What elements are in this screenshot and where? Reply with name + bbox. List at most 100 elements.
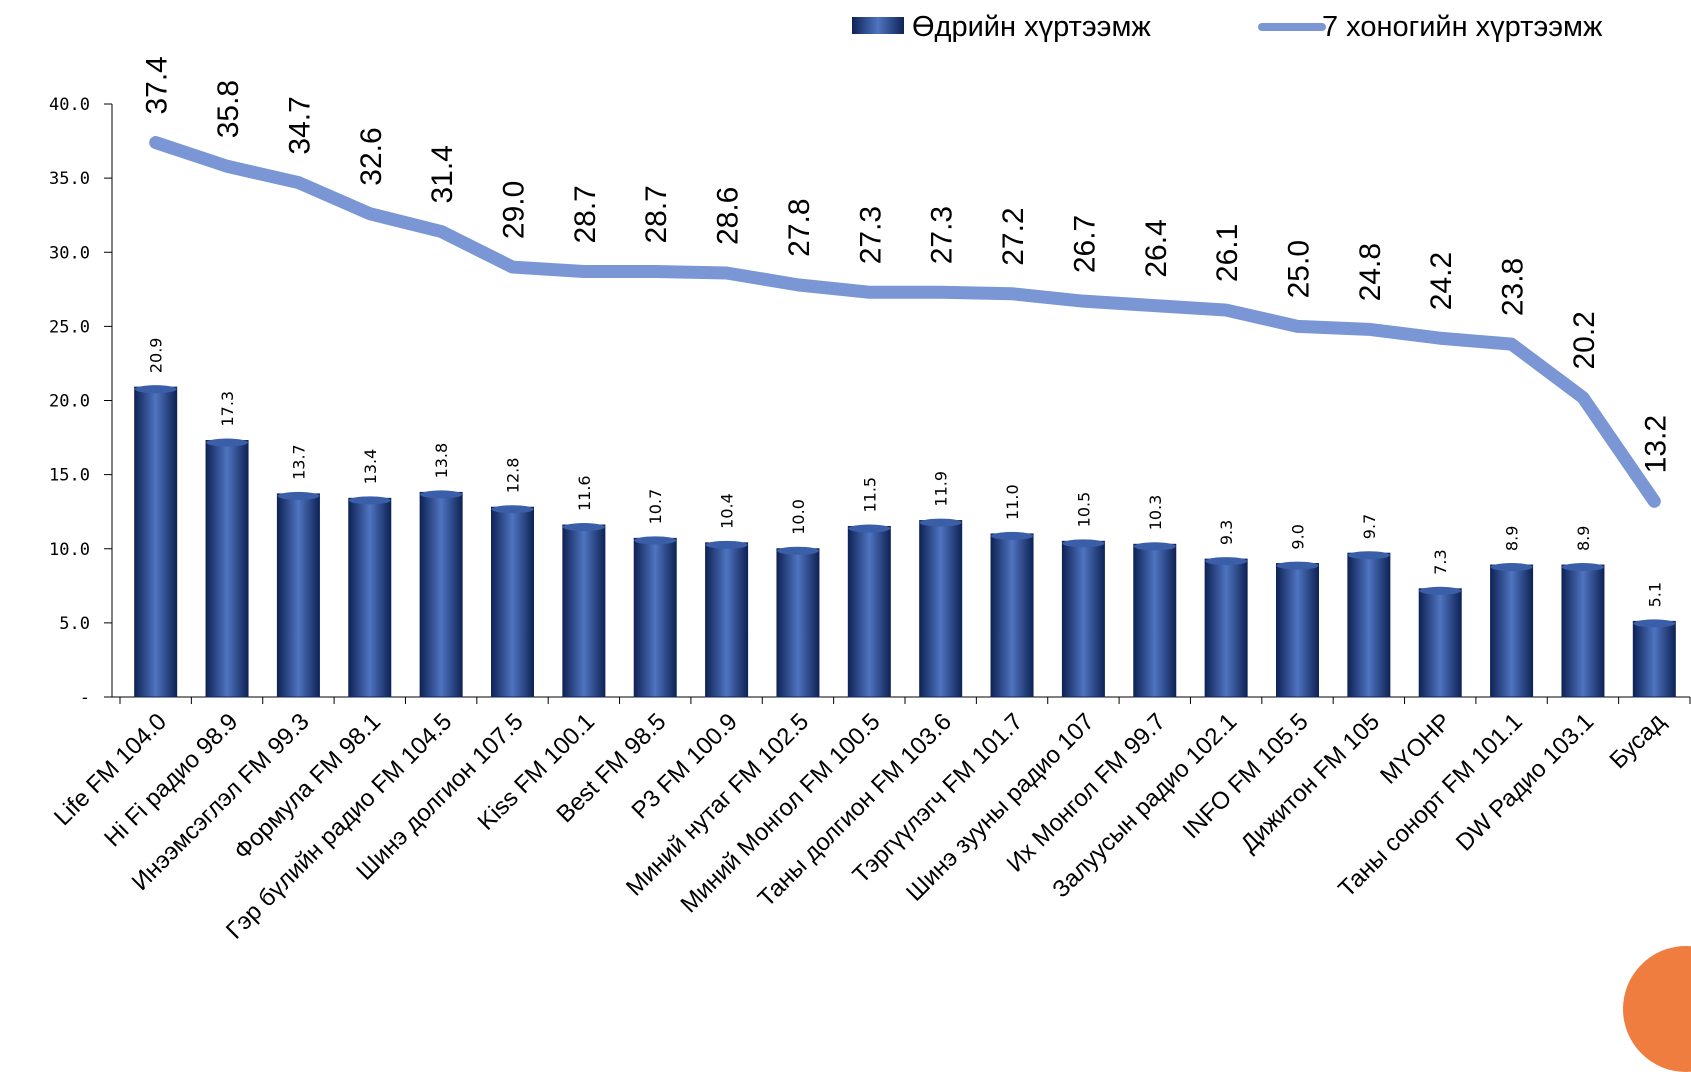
bar-data-label: 11.6 [575, 475, 594, 511]
bar [419, 491, 463, 698]
bar-cap [705, 540, 748, 549]
bar-data-labels: 20.9 17.3 13.7 13.4 13.8 12.8 11.6 10.7 10.4 10.0… [147, 338, 1665, 608]
bar-data-label: 7.3 [1431, 549, 1450, 574]
bar [776, 548, 820, 698]
bar-cap [1419, 586, 1462, 595]
bar-cap [1561, 563, 1604, 572]
bar-data-label: 9.0 [1289, 524, 1308, 549]
y-tick-label: 5.0 [59, 614, 90, 634]
bar-cap [776, 546, 819, 555]
bar-cap [1490, 563, 1533, 572]
bar-data-label: 13.4 [361, 449, 380, 485]
line-data-label: 23.8 [1497, 258, 1530, 316]
bar [276, 493, 320, 698]
legend: Өдрийн хүртээмж 7 хоногийн хүртээмж [852, 11, 1603, 43]
line-path [149, 136, 1661, 508]
bar-data-label: 11.0 [1003, 484, 1022, 520]
bar [205, 440, 249, 698]
line-data-label: 13.2 [1639, 415, 1672, 473]
line-data-label: 32.6 [355, 127, 388, 185]
category-label: DW Радио 103.1 [1451, 708, 1599, 856]
category-label: Бусад [1605, 708, 1671, 774]
bar-data-label: 12.8 [504, 458, 523, 494]
bar-cap [134, 385, 177, 394]
line-data-label: 29.0 [498, 181, 531, 239]
bar [1276, 563, 1319, 698]
bar-cap [1347, 551, 1390, 560]
bar-cap [848, 524, 891, 533]
y-tick-label: 20.0 [49, 392, 90, 412]
line-data-label: 26.1 [1211, 224, 1244, 282]
line-data-label: 28.7 [569, 185, 602, 243]
line-data-label: 27.8 [783, 198, 816, 256]
bar-cap [420, 490, 463, 499]
y-tick-label: 25.0 [49, 317, 90, 337]
bar [1061, 540, 1105, 698]
line-data-label: 24.8 [1354, 243, 1387, 301]
bar-cap [206, 438, 249, 447]
legend-bar-swatch [852, 17, 904, 34]
bar [990, 533, 1034, 698]
bar-data-label: 11.5 [860, 477, 879, 513]
legend-bar-label: Өдрийн хүртээмж [912, 11, 1151, 43]
category-labels: Life FM 104.0Hi Fi радио 98.9Инээмсэглэл… [49, 708, 1670, 944]
bar [1490, 564, 1534, 698]
bar-data-label: 8.9 [1503, 526, 1522, 551]
bar-cap [348, 496, 391, 505]
bar-data-label: 11.9 [932, 471, 951, 507]
bar-series [134, 385, 1676, 698]
line-data-label: 35.8 [212, 80, 245, 138]
line-data-label: 27.3 [854, 206, 887, 264]
bar [847, 526, 891, 698]
y-tick-label: - [80, 688, 90, 708]
bar [1418, 588, 1462, 698]
category-label: INFO FM 105.5 [1178, 708, 1314, 844]
bar-cap [1133, 542, 1176, 551]
line-data-labels: 37.4 35.8 34.7 32.6 31.4 29.0 28.7 28.7 28.6 27.8… [141, 56, 1673, 473]
bar [1133, 543, 1177, 698]
line-data-label: 20.2 [1568, 311, 1601, 369]
y-tick-label: 30.0 [49, 243, 90, 263]
line-data-label: 27.2 [997, 207, 1030, 265]
line-data-label: 26.4 [1140, 219, 1173, 277]
bar-cap [1633, 619, 1676, 628]
bar [562, 524, 606, 698]
bar-data-label: 13.7 [289, 444, 308, 480]
bar-data-label: 13.8 [432, 443, 451, 479]
bar [633, 537, 677, 698]
x-axis [112, 696, 1691, 704]
bar [1632, 620, 1676, 698]
bar-cap [1062, 539, 1105, 548]
line-data-label: 31.4 [426, 145, 459, 203]
bar [134, 386, 178, 698]
bar-cap [634, 536, 677, 545]
bar [348, 497, 392, 698]
line-data-label: 24.2 [1425, 252, 1458, 310]
legend-line-label: 7 хоногийн хүртээмж [1322, 11, 1603, 43]
y-tick-label: 10.0 [49, 540, 90, 560]
bar-data-label: 10.4 [718, 493, 737, 529]
line-data-label: 37.4 [141, 56, 174, 114]
bar-data-label: 8.9 [1574, 526, 1593, 551]
category-label: Hi Fi радио 98.9 [99, 708, 243, 852]
chart: - 5.0 10.0 15.0 20.0 25.0 30.0 35.0 40.0 20.9 17.… [49, 11, 1691, 945]
line-data-label: 25.0 [1283, 240, 1316, 298]
bar-cap [991, 531, 1034, 540]
bar-data-label: 10.0 [789, 499, 808, 535]
bar-data-label: 9.3 [1217, 520, 1236, 545]
bar-cap [277, 491, 320, 500]
bar-data-label: 10.3 [1146, 495, 1165, 531]
bar-data-label: 5.1 [1645, 582, 1664, 607]
line-data-label: 26.7 [1068, 215, 1101, 273]
line-series [149, 136, 1661, 508]
line-data-label: 28.6 [712, 187, 745, 245]
bar [491, 506, 534, 698]
line-data-label: 27.3 [926, 206, 959, 264]
bar-data-label: 10.5 [1074, 492, 1093, 528]
line-data-label: 34.7 [283, 96, 316, 154]
bar-cap [491, 505, 534, 514]
y-tick-label: 40.0 [49, 95, 90, 115]
bar [1347, 552, 1391, 698]
bar-cap [919, 518, 962, 527]
bar-cap [1276, 561, 1319, 570]
